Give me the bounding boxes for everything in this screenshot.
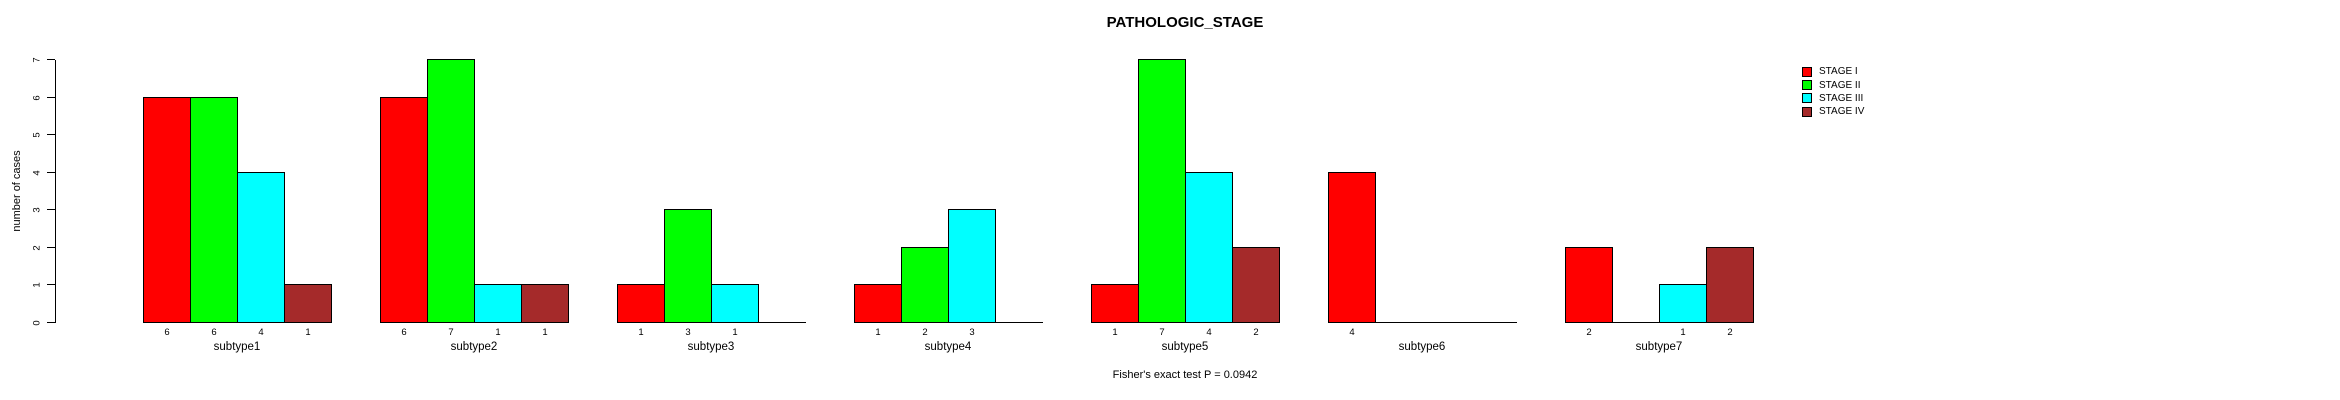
y-axis-tick-label: 0 — [31, 319, 43, 326]
legend-label: STAGE IV — [1819, 106, 1865, 118]
bar-value-label: 3 — [969, 327, 975, 338]
legend-label: STAGE III — [1819, 92, 1864, 104]
bar-stage-iii — [1185, 172, 1233, 323]
y-axis-line — [55, 60, 56, 323]
y-axis-tick — [47, 284, 55, 285]
bar-stage-i — [1328, 172, 1376, 323]
y-axis-tick-label: 1 — [31, 281, 43, 288]
y-axis-tick — [47, 172, 55, 173]
category-label: subtype2 — [450, 341, 498, 353]
bar-value-label: 4 — [258, 327, 264, 338]
category-label: subtype1 — [213, 341, 261, 353]
bar-value-label: 2 — [1586, 327, 1592, 338]
y-axis-tick-label: 3 — [31, 206, 43, 213]
legend-swatch — [1802, 106, 1812, 117]
bar-stage-iii — [948, 209, 996, 323]
bar-value-label: 6 — [164, 327, 170, 338]
legend-label: STAGE I — [1819, 66, 1858, 78]
category-label: subtype7 — [1635, 341, 1683, 353]
legend-item: STAGE II — [1802, 78, 1864, 91]
category-label: subtype3 — [687, 341, 735, 353]
bar-stage-i — [1565, 247, 1613, 323]
bar-stage-i — [1091, 284, 1139, 323]
legend: STAGE I STAGE II STAGE III STAGE IV — [1802, 65, 1864, 119]
bar-stage-iii — [711, 284, 759, 323]
bar-value-label: 1 — [305, 327, 311, 338]
legend-label: STAGE II — [1819, 79, 1861, 91]
chart-title: PATHOLOGIC_STAGE — [1106, 14, 1264, 31]
bar-stage-iv — [1706, 247, 1754, 323]
bar-value-label: 1 — [1680, 327, 1686, 338]
bar-value-label: 2 — [1253, 327, 1259, 338]
bar-value-label: 1 — [875, 327, 881, 338]
bar-value-label: 1 — [732, 327, 738, 338]
bar-value-label: 2 — [1727, 327, 1733, 338]
y-axis-tick-label: 7 — [31, 56, 43, 63]
bar-stage-iv — [284, 284, 332, 323]
y-axis-tick — [47, 97, 55, 98]
bar-stage-i — [380, 97, 428, 323]
legend-item: STAGE III — [1802, 92, 1864, 105]
bar-stage-iii — [1659, 284, 1707, 323]
bar-value-label: 3 — [685, 327, 691, 338]
bar-value-label: 1 — [495, 327, 501, 338]
y-axis-tick-label: 5 — [31, 131, 43, 138]
bar-value-label: 4 — [1206, 327, 1212, 338]
bar-stage-iii — [237, 172, 285, 323]
y-axis-tick — [47, 247, 55, 248]
bar-value-label: 1 — [1112, 327, 1118, 338]
footnote: Fisher's exact test P = 0.0942 — [1112, 369, 1258, 381]
bar-stage-ii — [664, 209, 712, 323]
y-axis-tick — [47, 134, 55, 135]
y-axis-tick — [47, 322, 55, 323]
legend-item: STAGE I — [1802, 65, 1864, 78]
legend-item: STAGE IV — [1802, 105, 1864, 118]
y-axis-label: number of cases — [11, 150, 23, 232]
bar-value-label: 2 — [922, 327, 928, 338]
bar-stage-ii — [1138, 59, 1186, 323]
bar-stage-i — [617, 284, 665, 323]
bar-stage-iv — [1232, 247, 1280, 323]
legend-swatch — [1802, 80, 1812, 91]
y-axis-tick-label: 6 — [31, 94, 43, 101]
bar-stage-iii — [474, 284, 522, 323]
y-axis-tick-label: 2 — [31, 244, 43, 251]
bar-value-label: 6 — [401, 327, 407, 338]
bar-stage-ii — [190, 97, 238, 323]
bar-value-label: 7 — [1159, 327, 1165, 338]
bar-value-label: 4 — [1349, 327, 1355, 338]
bar-value-label: 6 — [211, 327, 217, 338]
category-label: subtype6 — [1398, 341, 1446, 353]
bar-stage-ii — [901, 247, 949, 323]
bar-stage-i — [854, 284, 902, 323]
category-label: subtype4 — [924, 341, 972, 353]
legend-swatch — [1802, 93, 1812, 104]
category-label: subtype5 — [1161, 341, 1209, 353]
y-axis-tick — [47, 209, 55, 210]
y-axis-tick — [47, 59, 55, 60]
bar-value-label: 1 — [638, 327, 644, 338]
x-axis-baseline — [1328, 322, 1517, 323]
bar-stage-iv — [521, 284, 569, 323]
legend-swatch — [1802, 66, 1812, 77]
y-axis-tick-label: 4 — [31, 169, 43, 176]
bar-stage-i — [143, 97, 191, 323]
bar-stage-ii — [427, 59, 475, 323]
bar-value-label: 7 — [448, 327, 454, 338]
bar-value-label: 1 — [542, 327, 548, 338]
